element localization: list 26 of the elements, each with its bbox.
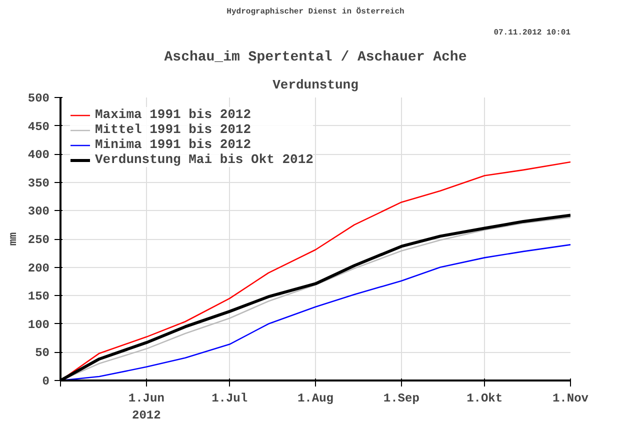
legend-label: Minima 1991 bis 2012 [95,137,252,152]
y-tick-label: 150 [28,290,50,304]
chart-title: Aschau_im Spertental / Aschauer Ache [164,50,467,66]
x-tick-label: 1.Jun 2012 [128,392,164,422]
y-axis-title: mm [8,232,20,246]
legend-label: Verdunstung Mai bis Okt 2012 [95,152,314,167]
y-tick-label: 450 [28,120,50,134]
text: 07.11.2012 10:01 [494,28,571,38]
y-tick-label: 250 [28,233,50,247]
y-tick-label: 400 [28,148,50,162]
y-tick-label: 200 [28,261,50,276]
chart-subtitle: Verdunstung [272,78,359,92]
x-tick-label: 1.Okt [466,392,503,406]
y-tick-label: 50 [35,346,50,360]
y-tick-label: 500 [28,92,50,106]
x-tick-label: 1.Sep [383,392,420,406]
x-tick-label: 1.Aug [297,392,334,406]
legend-label: Mittel 1991 bis 2012 [95,122,252,137]
text: Hydrographischer Dienst in Österreich [226,6,405,16]
x-tick-label: 1.Nov [552,392,589,406]
x-tick-label: 1.Jul [212,392,248,406]
y-tick-label: 300 [28,204,50,219]
y-tick-label: 100 [28,318,50,332]
legend-label: Maxima 1991 bis 2012 [95,107,252,122]
y-tick-label: 350 [28,176,50,190]
y-tick-label: 0 [42,374,50,388]
